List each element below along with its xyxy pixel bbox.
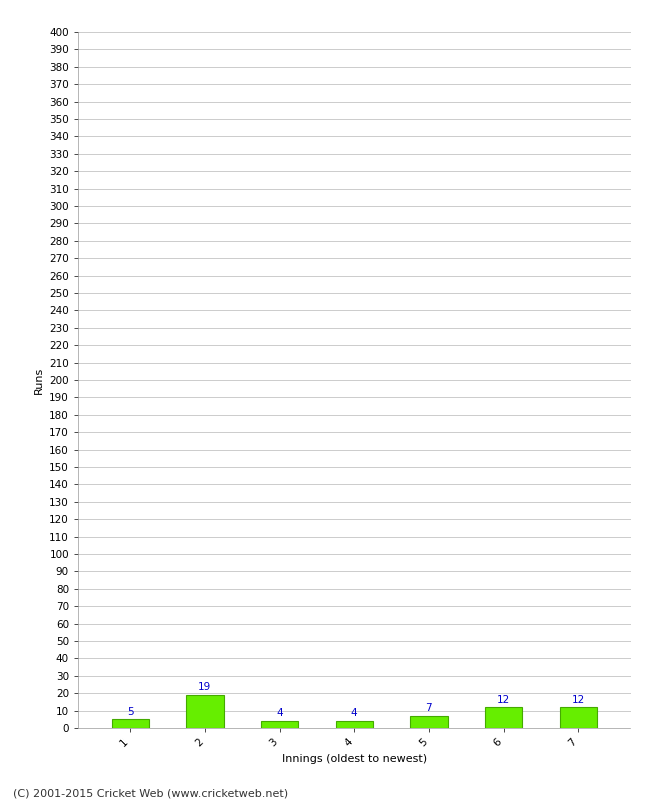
Y-axis label: Runs: Runs — [34, 366, 44, 394]
Bar — [410, 716, 448, 728]
Bar — [335, 721, 373, 728]
Text: 19: 19 — [198, 682, 211, 692]
Bar — [560, 707, 597, 728]
Text: 7: 7 — [426, 703, 432, 714]
Text: (C) 2001-2015 Cricket Web (www.cricketweb.net): (C) 2001-2015 Cricket Web (www.cricketwe… — [13, 788, 288, 798]
Text: 12: 12 — [497, 694, 510, 705]
Text: 4: 4 — [351, 709, 358, 718]
Text: 5: 5 — [127, 706, 134, 717]
Bar — [261, 721, 298, 728]
Text: 4: 4 — [276, 709, 283, 718]
X-axis label: Innings (oldest to newest): Innings (oldest to newest) — [281, 754, 427, 764]
Bar — [112, 719, 149, 728]
Text: 12: 12 — [571, 694, 585, 705]
Bar — [187, 695, 224, 728]
Bar — [485, 707, 522, 728]
